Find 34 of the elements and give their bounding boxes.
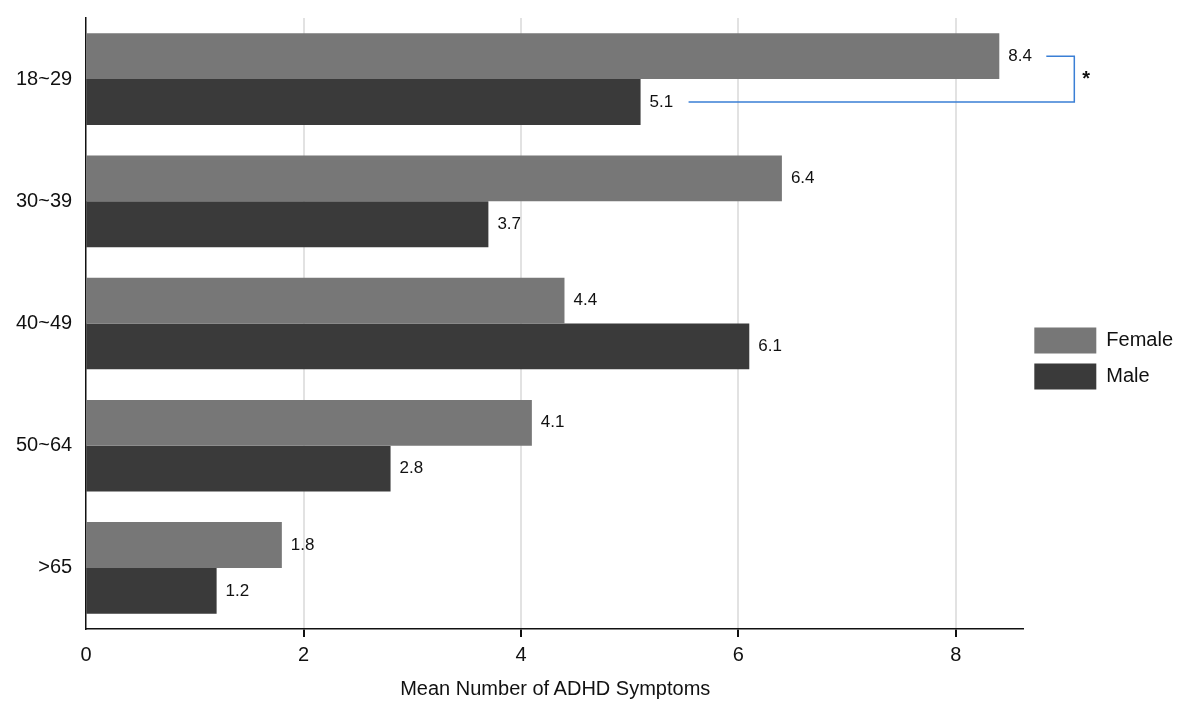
y-tick-label: 40~49 xyxy=(16,311,73,334)
data-label: 8.4 xyxy=(1008,45,1032,65)
data-label: 5.1 xyxy=(649,91,674,111)
bar xyxy=(86,79,641,125)
x-tick-label: 8 xyxy=(950,642,962,665)
bar xyxy=(86,323,750,370)
x-tick-label: 6 xyxy=(732,642,744,665)
y-tick-label: 50~64 xyxy=(16,433,73,456)
bar xyxy=(86,33,1000,80)
data-label: 6.1 xyxy=(758,336,782,356)
x-tick-label: 0 xyxy=(80,642,92,665)
y-tick-label: 30~39 xyxy=(16,188,73,211)
data-label: 3.7 xyxy=(497,213,522,233)
bar xyxy=(86,277,565,324)
bar xyxy=(86,399,532,446)
text: * xyxy=(1082,66,1091,89)
x-tick-label: 4 xyxy=(515,642,527,665)
bar xyxy=(86,445,391,492)
bar xyxy=(86,155,782,202)
legend-label: Male xyxy=(1106,364,1150,387)
data-label: 4.4 xyxy=(573,290,598,310)
data-label: 6.4 xyxy=(790,168,815,188)
data-label: 1.8 xyxy=(290,534,315,554)
data-label: 1.2 xyxy=(225,580,250,600)
data-label: 2.8 xyxy=(399,458,424,478)
data-label: 4.1 xyxy=(540,412,565,432)
bar xyxy=(86,567,217,614)
y-tick-label: 18~29 xyxy=(16,66,73,89)
legend-label: Female xyxy=(1106,328,1174,351)
y-tick-label: >65 xyxy=(38,555,73,578)
bar xyxy=(86,522,282,568)
x-tick-label: 2 xyxy=(298,642,310,665)
bar xyxy=(86,201,489,248)
x-axis-title: Mean Number of ADHD Symptoms xyxy=(400,676,711,699)
